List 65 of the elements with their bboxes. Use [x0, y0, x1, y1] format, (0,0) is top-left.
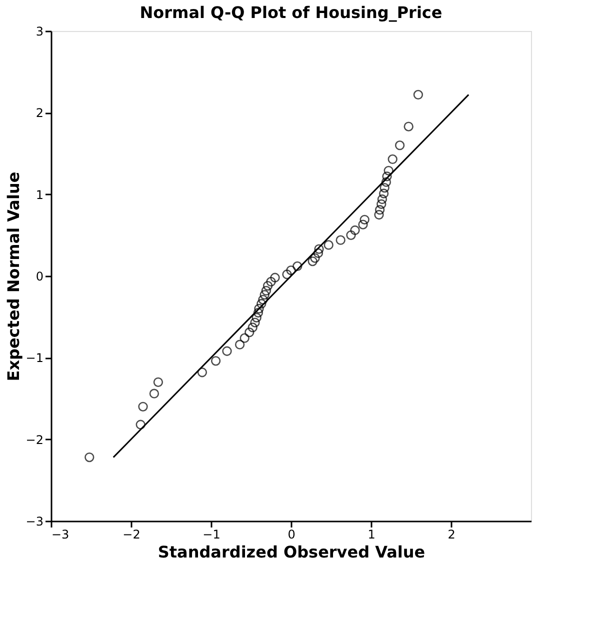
point	[240, 333, 250, 343]
point	[234, 340, 245, 350]
point	[153, 377, 164, 387]
point	[360, 214, 370, 224]
point	[248, 322, 258, 332]
point	[350, 225, 360, 236]
point	[388, 154, 398, 164]
point	[382, 172, 392, 182]
point	[84, 452, 94, 462]
y-axis-title: Expected Normal Value	[4, 172, 23, 382]
x-axis-title: Standardized Observed Value	[158, 542, 426, 562]
point	[197, 368, 208, 378]
point	[310, 253, 320, 263]
point	[138, 402, 148, 412]
point	[374, 205, 385, 215]
point	[149, 388, 160, 398]
point	[260, 290, 270, 300]
point	[262, 280, 273, 291]
point	[374, 210, 384, 220]
point	[336, 235, 346, 245]
point	[413, 90, 424, 100]
point	[314, 244, 324, 254]
point	[282, 270, 292, 280]
point	[378, 188, 389, 198]
point	[358, 220, 368, 230]
x-tick-label: −2	[122, 528, 140, 542]
x-tick-label: −3	[52, 528, 70, 542]
point	[253, 308, 264, 318]
point	[313, 248, 324, 258]
x-tick-label: 1	[368, 528, 376, 542]
point	[292, 261, 302, 272]
point	[261, 286, 272, 296]
point	[266, 276, 276, 287]
point	[286, 265, 296, 276]
point	[254, 304, 264, 314]
point	[346, 230, 356, 240]
y-tick-label: 3	[36, 24, 44, 38]
point	[404, 122, 414, 132]
point	[252, 312, 262, 322]
point	[380, 182, 390, 193]
y-tick-label: 0	[36, 270, 44, 284]
point	[324, 240, 334, 250]
point	[377, 194, 388, 204]
y-tick-label: 1	[36, 188, 44, 202]
point	[270, 272, 280, 282]
point	[381, 177, 392, 187]
chart-title: Normal Q-Q Plot of Housing_Price	[140, 3, 442, 22]
point	[222, 346, 232, 356]
point	[376, 199, 386, 209]
x-tick-label: 2	[448, 528, 456, 542]
y-tick-label: −1	[26, 351, 44, 366]
y-tick-label: −3	[26, 514, 44, 528]
y-tick-label: 2	[36, 106, 44, 120]
point	[210, 356, 221, 366]
point	[244, 328, 254, 338]
x-tick-label: 0	[288, 528, 296, 542]
point	[258, 294, 268, 305]
point	[250, 318, 260, 328]
point	[384, 166, 394, 176]
point	[308, 256, 318, 266]
point	[136, 420, 146, 430]
point	[256, 298, 266, 309]
point	[394, 140, 405, 150]
x-tick-label: −1	[202, 528, 220, 542]
y-tick-label: −2	[26, 432, 44, 447]
